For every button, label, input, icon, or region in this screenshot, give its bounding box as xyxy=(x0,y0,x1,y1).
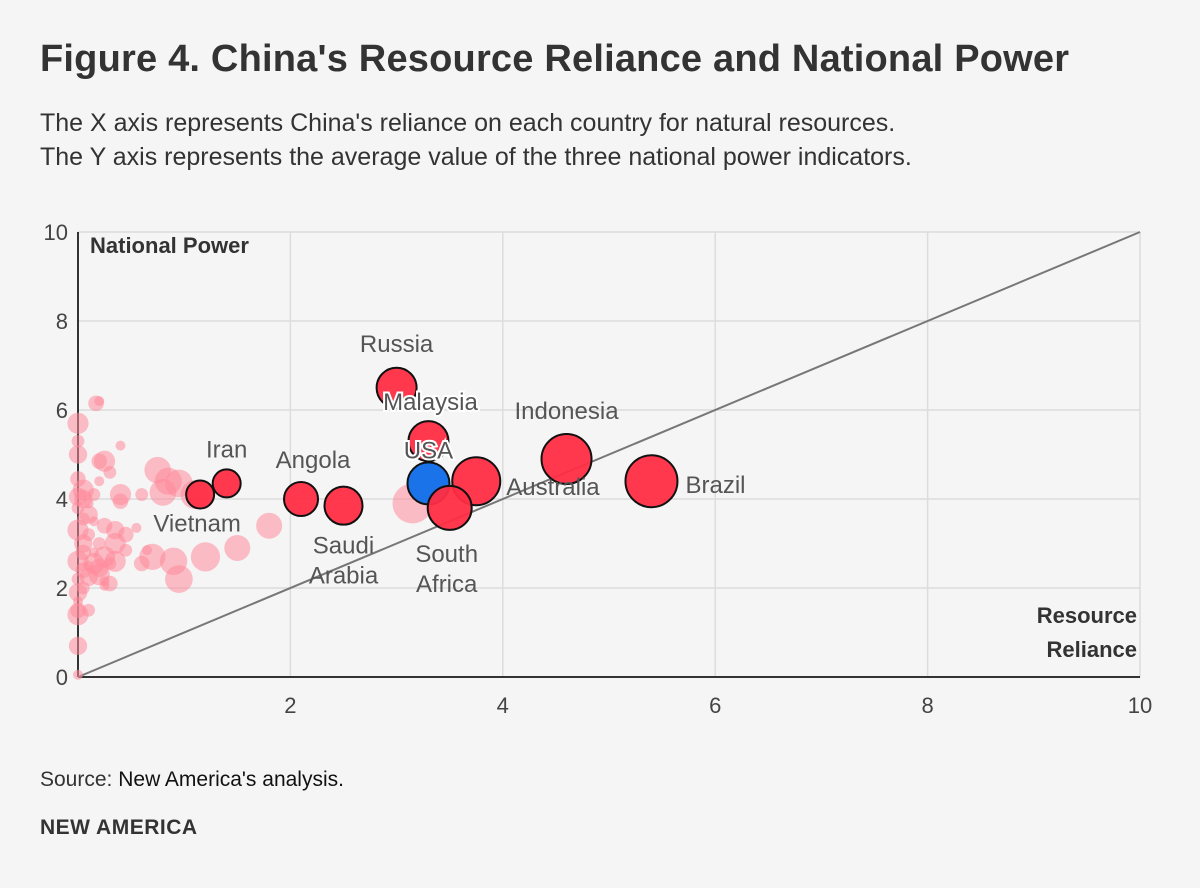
background-point xyxy=(131,522,142,533)
background-point xyxy=(190,542,221,572)
background-point xyxy=(68,636,88,656)
background-point xyxy=(88,516,99,527)
point-brazil xyxy=(624,454,679,509)
background-point xyxy=(165,565,193,593)
label-brazil: Brazil xyxy=(685,472,745,499)
point-south-africa xyxy=(426,484,473,531)
background-point xyxy=(68,487,88,506)
label-russia: Russia xyxy=(360,331,434,358)
point-malaysia xyxy=(407,420,450,463)
label-indonesia: Indonesia xyxy=(514,398,619,425)
background-point xyxy=(71,434,85,448)
x-tick-label: 6 xyxy=(709,693,721,718)
background-point xyxy=(67,550,89,572)
y-tick-label: 4 xyxy=(56,487,68,512)
reference-diagonal-line xyxy=(77,231,1141,678)
x-tick-label: 8 xyxy=(921,693,933,718)
label-saudi-arabia-line-1: Saudi xyxy=(313,533,374,560)
background-point xyxy=(119,543,133,557)
chart-title: Figure 4. China's Resource Reliance and … xyxy=(40,38,1070,80)
point-iran xyxy=(211,468,242,499)
point-saudi-arabia xyxy=(323,485,364,526)
background-point xyxy=(115,440,126,451)
y-tick-label: 10 xyxy=(44,220,68,245)
label-usa: USA xyxy=(404,437,453,464)
y-tick-label: 8 xyxy=(56,309,68,334)
label-south-africa-line-2: Africa xyxy=(416,571,478,598)
background-point xyxy=(109,483,132,506)
point-indonesia xyxy=(540,432,593,485)
brand-logo: NEW AMERICA xyxy=(40,816,198,839)
x-axis-label-line-2: Reliance xyxy=(1047,637,1138,662)
background-point xyxy=(88,395,104,412)
x-tick-label: 10 xyxy=(1128,693,1152,718)
background-point xyxy=(103,465,117,479)
y-tick-label: 2 xyxy=(56,576,68,601)
highlighted-points xyxy=(185,366,679,531)
background-point xyxy=(73,669,83,680)
label-malaysia: Malaysia xyxy=(383,389,478,416)
source-text: New America's analysis. xyxy=(118,768,344,791)
y-tick-label: 6 xyxy=(56,398,68,423)
background-point xyxy=(142,545,153,556)
point-vietnam xyxy=(185,479,216,510)
label-saudi-arabia-line-2: Arabia xyxy=(309,563,379,590)
point-labels: Russia Malaysia USA Iran Vietnam Angola Saudi A… xyxy=(153,331,745,598)
label-australia: Australia xyxy=(506,474,600,501)
background-point xyxy=(256,512,283,539)
background-point xyxy=(67,412,89,434)
background-point xyxy=(68,583,88,602)
background-point xyxy=(99,580,110,591)
x-tick-label: 4 xyxy=(497,693,509,718)
y-axis-label: National Power xyxy=(90,233,249,258)
label-angola: Angola xyxy=(276,447,351,474)
label-south-africa-line-1: South xyxy=(415,541,478,568)
x-tick-label: 2 xyxy=(284,693,296,718)
chart-subtitle: The X axis represents China's reliance o… xyxy=(40,106,1170,174)
grid xyxy=(78,231,1141,677)
background-point xyxy=(135,488,149,501)
background-point xyxy=(133,555,150,572)
x-axis-label-line-1: Resource xyxy=(1037,603,1137,628)
background-point xyxy=(68,445,88,464)
background-point xyxy=(224,534,251,561)
label-vietnam: Vietnam xyxy=(153,511,241,538)
tick-labels: 0 2 4 6 8 10 2 4 6 8 10 xyxy=(44,220,1153,718)
source-prefix: Source: xyxy=(40,768,119,791)
background-point xyxy=(94,476,105,487)
point-angola xyxy=(283,481,320,517)
subtitle-line-2: The Y axis represents the average value … xyxy=(40,143,912,171)
background-point xyxy=(82,603,96,617)
background-point xyxy=(76,512,90,526)
background-points xyxy=(67,395,433,680)
label-iran: Iran xyxy=(206,436,247,463)
background-point xyxy=(83,552,105,575)
y-tick-label: 0 xyxy=(56,665,68,690)
source-note: Source: New America's analysis. xyxy=(40,768,344,792)
subtitle-line-1: The X axis represents China's reliance o… xyxy=(40,109,896,137)
point-russia xyxy=(375,366,418,409)
